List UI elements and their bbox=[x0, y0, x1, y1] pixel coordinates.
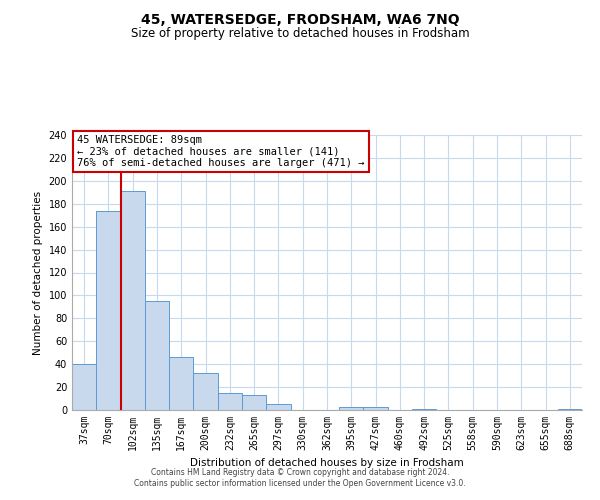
Bar bbox=[558, 409, 582, 410]
Bar bbox=[193, 374, 218, 410]
Bar bbox=[364, 406, 388, 410]
Bar bbox=[242, 395, 266, 410]
Bar bbox=[72, 364, 96, 410]
X-axis label: Distribution of detached houses by size in Frodsham: Distribution of detached houses by size … bbox=[190, 458, 464, 468]
Text: 45 WATERSEDGE: 89sqm
← 23% of detached houses are smaller (141)
76% of semi-deta: 45 WATERSEDGE: 89sqm ← 23% of detached h… bbox=[77, 135, 365, 168]
Bar bbox=[96, 210, 121, 410]
Text: Size of property relative to detached houses in Frodsham: Size of property relative to detached ho… bbox=[131, 28, 469, 40]
Y-axis label: Number of detached properties: Number of detached properties bbox=[33, 190, 43, 354]
Text: Contains HM Land Registry data © Crown copyright and database right 2024.
Contai: Contains HM Land Registry data © Crown c… bbox=[134, 468, 466, 487]
Bar bbox=[121, 191, 145, 410]
Bar bbox=[339, 406, 364, 410]
Bar bbox=[218, 393, 242, 410]
Bar bbox=[169, 358, 193, 410]
Bar bbox=[412, 409, 436, 410]
Bar bbox=[266, 404, 290, 410]
Bar bbox=[145, 301, 169, 410]
Text: 45, WATERSEDGE, FRODSHAM, WA6 7NQ: 45, WATERSEDGE, FRODSHAM, WA6 7NQ bbox=[140, 12, 460, 26]
